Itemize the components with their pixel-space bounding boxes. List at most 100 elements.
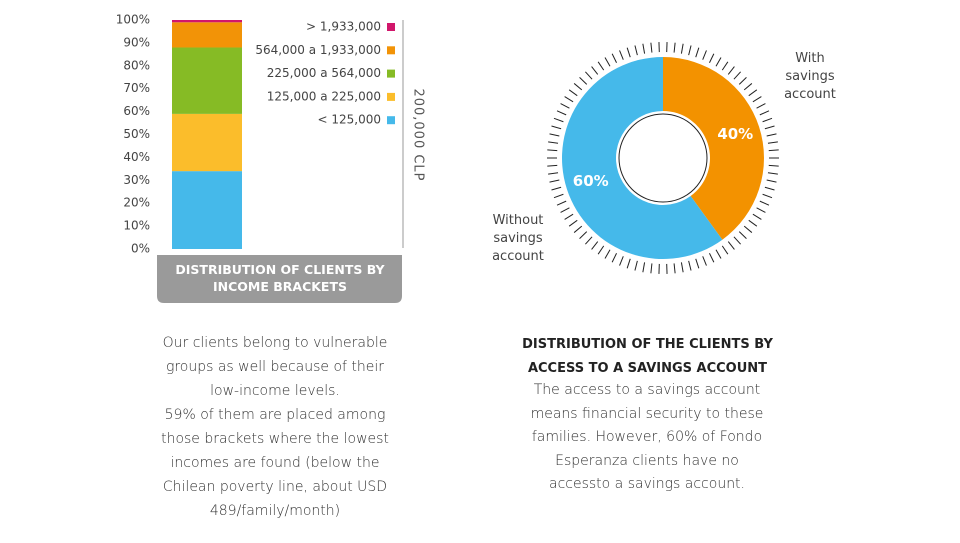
paragraph: 59% of them are placed among those brack… (161, 407, 389, 519)
tick-decoration (553, 193, 564, 199)
bar-segment (172, 20, 242, 23)
tick-decoration (767, 172, 778, 175)
tick-decoration (673, 42, 676, 53)
bar-segment (172, 113, 242, 172)
slice-label: With savings account (784, 51, 836, 102)
tick-decoration (597, 61, 605, 71)
tick-decoration (579, 77, 588, 85)
y-tick-label: 40% (123, 150, 150, 164)
legend-label: < 125,000 (318, 113, 382, 127)
legend-label: 125,000 a 225,000 (267, 89, 381, 103)
tick-decoration (548, 141, 559, 144)
tick-decoration (702, 50, 707, 60)
tick-decoration (548, 172, 559, 175)
tick-decoration (585, 236, 593, 245)
y-tick-label: 20% (123, 196, 150, 210)
y-tick-label: 80% (123, 58, 150, 72)
tick-decoration (709, 53, 715, 63)
tick-decoration (604, 249, 611, 259)
y-tick-label: 90% (123, 35, 150, 49)
caption-box (157, 255, 402, 303)
tick-decoration (642, 262, 646, 273)
tick-decoration (762, 193, 773, 199)
legend-label: 564,000 a 1,933,000 (255, 43, 381, 57)
tick-decoration (619, 50, 624, 60)
tick-decoration (611, 53, 617, 63)
value-label: 40% (717, 125, 753, 143)
slice-label: Without savings account (492, 213, 544, 264)
tick-decoration (642, 43, 646, 54)
tick-decoration (733, 236, 741, 245)
value-label: 60% (573, 172, 609, 190)
tick-decoration (733, 71, 741, 80)
tick-decoration (556, 110, 567, 116)
tick-decoration (743, 83, 753, 91)
inner-ring (618, 113, 708, 203)
tick-decoration (560, 103, 570, 109)
tick-decoration (573, 225, 583, 233)
tick-decoration (591, 241, 599, 250)
tick-decoration (752, 96, 762, 103)
tick-decoration (568, 89, 578, 97)
tick-decoration (650, 263, 653, 274)
tick-decoration (553, 117, 564, 123)
tick-decoration (727, 66, 735, 75)
tick-decoration (619, 256, 624, 266)
tick-decoration (673, 263, 676, 274)
donut-slice (561, 57, 723, 260)
tick-decoration (634, 260, 638, 271)
tick-decoration (767, 141, 778, 144)
legend-label: 225,000 a 564,000 (267, 66, 381, 80)
tick-decoration (680, 262, 684, 273)
bar-segment (172, 171, 242, 249)
tick-decoration (764, 186, 775, 191)
y-tick-label: 70% (123, 81, 150, 95)
tick-decoration (551, 125, 562, 130)
tick-decoration (680, 43, 684, 54)
tick-decoration (759, 200, 770, 206)
tick-decoration (573, 83, 583, 91)
tick-decoration (764, 125, 775, 130)
tick-decoration (766, 179, 777, 183)
tick-decoration (579, 231, 588, 239)
tick-decoration (715, 57, 722, 67)
paragraph: Our clients belong to vulnerable groups … (162, 335, 388, 399)
tick-decoration (568, 219, 578, 227)
tick-decoration (709, 253, 715, 263)
bar-segment (172, 22, 242, 48)
right-text: The access to a savings account means fi… (530, 382, 764, 492)
tick-decoration (768, 149, 779, 152)
tick-decoration (695, 47, 700, 58)
tick-decoration (591, 66, 599, 75)
legend-swatch (387, 23, 395, 31)
y-tick-label: 10% (123, 219, 150, 233)
tick-decoration (688, 45, 692, 56)
annotation: 200,000 CLP (411, 88, 426, 181)
tick-decoration (762, 117, 773, 123)
tick-decoration (564, 213, 574, 220)
legend-swatch (387, 92, 395, 101)
tick-decoration (549, 133, 560, 137)
bar-title: DISTRIBUTION OF CLIENTS BY INCOME BRACKE… (175, 262, 385, 294)
y-tick-label: 100% (116, 13, 150, 27)
legend-swatch (387, 69, 395, 78)
tick-decoration (688, 260, 692, 271)
tick-decoration (727, 241, 735, 250)
tick-decoration (547, 164, 558, 167)
tick-decoration (759, 110, 770, 116)
tick-decoration (715, 249, 722, 259)
tick-decoration (560, 207, 570, 213)
legend-swatch (387, 116, 395, 125)
tick-decoration (551, 186, 562, 191)
tick-decoration (650, 42, 653, 53)
tick-decoration (738, 231, 747, 239)
tick-decoration (748, 219, 758, 227)
tick-decoration (549, 179, 560, 183)
tick-decoration (634, 45, 638, 56)
tick-decoration (756, 207, 766, 213)
donut-slice (663, 57, 764, 240)
tick-decoration (756, 103, 766, 109)
tick-decoration (743, 225, 753, 233)
donut-title: DISTRIBUTION OF THE CLIENTS BY ACCESS TO… (522, 337, 773, 376)
